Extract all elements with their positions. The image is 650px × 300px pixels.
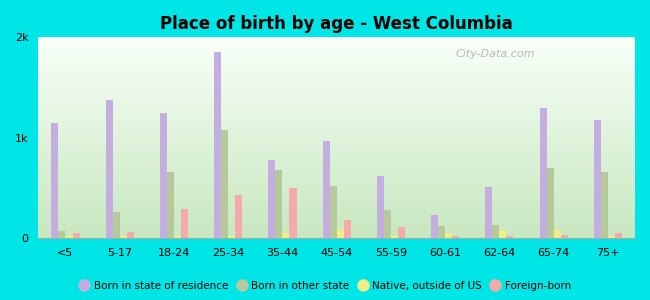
Bar [214,52,221,238]
Bar [431,215,438,238]
Bar [181,209,188,238]
Bar [492,225,499,238]
Bar [452,236,460,238]
Bar [438,226,445,238]
Bar [398,227,405,238]
Bar [391,236,398,238]
Bar [337,229,344,238]
Bar [160,113,167,238]
Bar [283,233,289,238]
Bar [105,100,112,238]
Bar [608,236,615,238]
Bar [289,188,296,238]
Legend: Born in state of residence, Born in other state, Native, outside of US, Foreign-: Born in state of residence, Born in othe… [75,276,575,295]
Bar [601,172,608,238]
Bar [540,108,547,238]
Bar [344,220,351,238]
Bar [120,236,127,238]
Bar [167,172,174,238]
Bar [547,168,554,238]
Bar [174,236,181,238]
Bar [127,232,134,238]
Bar [221,130,228,238]
Bar [66,236,73,238]
Bar [58,231,66,238]
Bar [506,236,514,238]
Bar [384,210,391,238]
Bar [235,195,242,238]
Bar [554,230,561,238]
Bar [615,233,622,238]
Bar [377,176,384,238]
Bar [499,230,506,238]
Bar [51,123,58,238]
Bar [486,187,492,238]
Bar [73,233,79,238]
Title: Place of birth by age - West Columbia: Place of birth by age - West Columbia [161,15,513,33]
Bar [228,236,235,238]
Bar [561,235,567,238]
Bar [445,233,452,238]
Bar [330,186,337,238]
Bar [322,141,330,238]
Bar [594,120,601,238]
Text: City-Data.com: City-Data.com [456,50,536,59]
Bar [112,212,120,238]
Bar [268,160,276,238]
Bar [276,170,283,238]
